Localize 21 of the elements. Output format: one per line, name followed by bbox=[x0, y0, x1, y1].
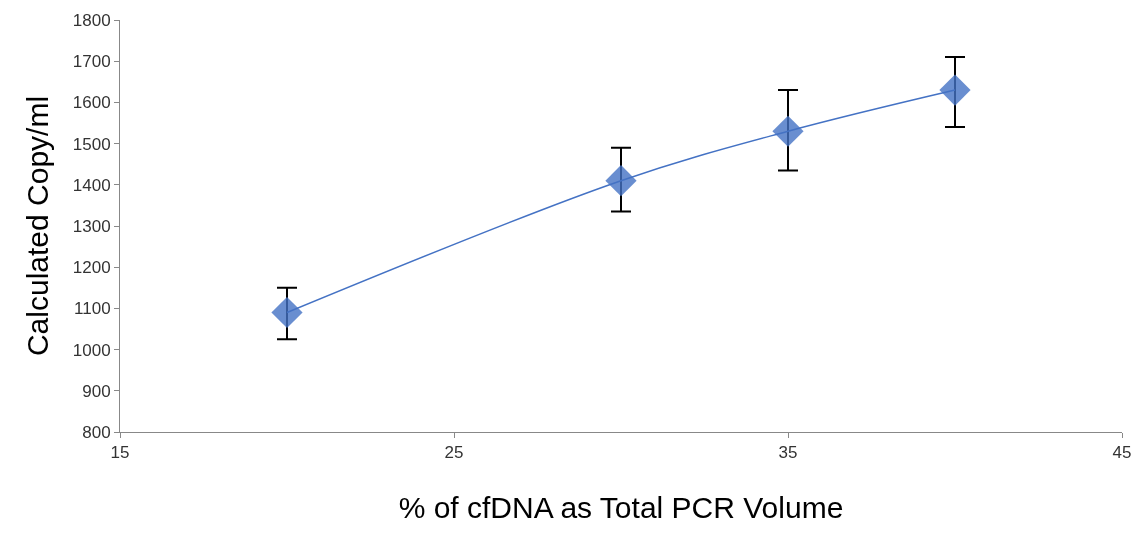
y-tick-label: 1700 bbox=[72, 52, 111, 72]
y-tick-label: 800 bbox=[82, 422, 111, 442]
y-tick-label: 1000 bbox=[72, 340, 111, 360]
y-tick-label: 1200 bbox=[72, 258, 111, 278]
x-tick-label: 45 bbox=[1112, 443, 1132, 463]
point bbox=[939, 74, 971, 106]
x-tick-label: 25 bbox=[444, 443, 464, 463]
y-tick-label: 1800 bbox=[72, 10, 111, 30]
point bbox=[605, 165, 637, 197]
y-tick-label: 1100 bbox=[74, 299, 111, 319]
y-axis-title: Calculated Copy/ml bbox=[20, 95, 54, 357]
y-tick-label: 900 bbox=[82, 381, 111, 401]
x-tick-label: 35 bbox=[778, 443, 798, 463]
point bbox=[271, 296, 303, 329]
y-tick-label: 1300 bbox=[72, 216, 111, 236]
point bbox=[772, 115, 804, 147]
y-tick-label: 1500 bbox=[72, 134, 111, 154]
y-tick-label: 1600 bbox=[72, 93, 111, 113]
x-axis-title: % of cfDNA as Total PCR Volume bbox=[398, 490, 844, 524]
y-tick-label: 1400 bbox=[72, 175, 111, 195]
x-tick-label: 15 bbox=[110, 443, 130, 463]
